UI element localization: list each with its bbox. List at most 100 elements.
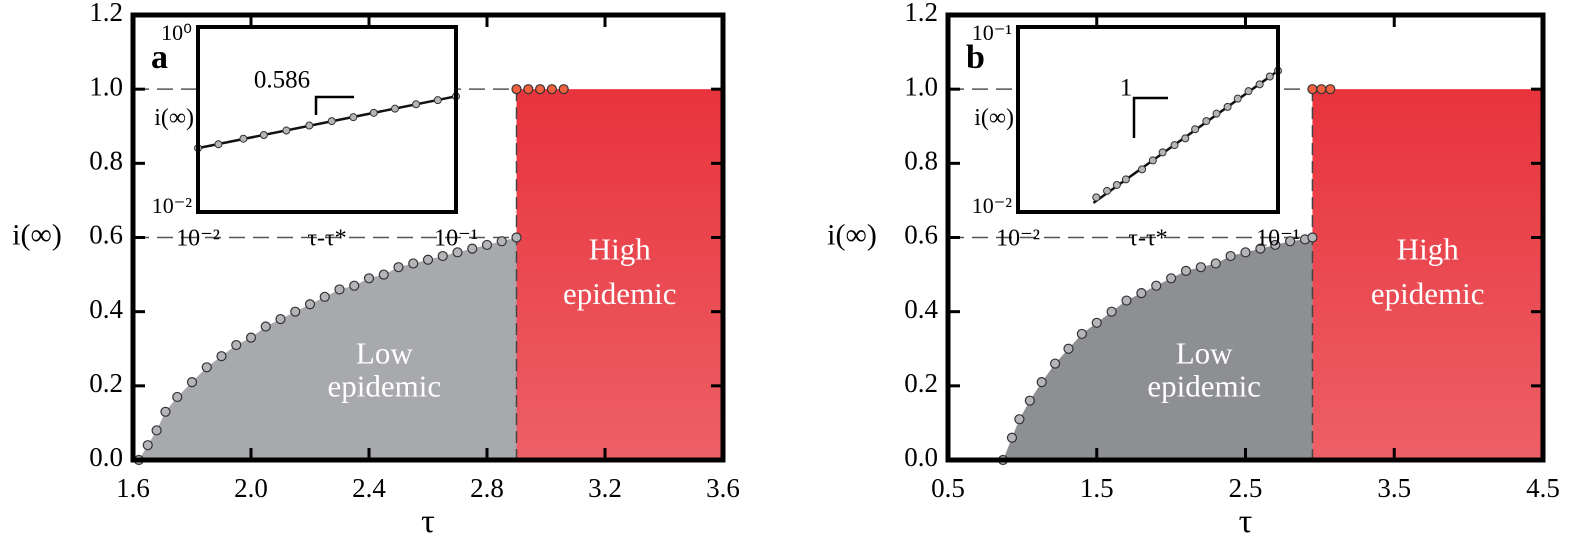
y-tick-label: 0.4 (89, 294, 123, 324)
slope-label: 1 (1120, 75, 1133, 102)
panel-label: b (966, 39, 985, 76)
y-tick-label: 1.2 (89, 0, 123, 27)
panel-label: a (151, 39, 168, 76)
region-label: epidemic (563, 276, 677, 311)
inset-x-tick-label: 10⁻¹ (434, 226, 478, 252)
x-axis-label: τ (1239, 503, 1253, 540)
data-point (558, 84, 569, 95)
inset-y-tick-label: 10⁻¹ (972, 20, 1012, 45)
data-point (201, 362, 212, 373)
data-point (511, 232, 522, 243)
region-label: epidemic (1147, 369, 1261, 404)
low-region (138, 237, 517, 460)
data-point (1210, 258, 1221, 269)
y-tick-label: 0.6 (904, 220, 938, 250)
y-tick-label: 0.6 (89, 220, 123, 250)
data-point (172, 391, 183, 403)
inset: 0.586 10⁻² 10⁻¹ 10⁻² 10⁰ τ-τ* i(∞) (152, 20, 478, 251)
data-point (260, 321, 271, 332)
x-tick-label: 1.5 (1080, 473, 1114, 503)
inset-background (198, 27, 456, 212)
inset-y-tick-label: 10⁻² (972, 193, 1013, 218)
x-axis-label: τ (421, 503, 435, 540)
inset-point (390, 104, 399, 113)
data-point (334, 284, 345, 295)
data-point (1024, 395, 1035, 406)
y-tick-label: 0.4 (904, 294, 938, 324)
y-tick-label: 0.0 (89, 442, 123, 472)
inset-point (1112, 180, 1121, 189)
inset-point (214, 140, 223, 149)
x-tick-label: 3.2 (588, 473, 622, 503)
x-tick-label: 3.5 (1377, 473, 1411, 503)
y-tick-label: 1.0 (89, 71, 123, 101)
data-point (160, 406, 171, 417)
y-tick-label: 0.2 (89, 368, 123, 398)
data-point (1136, 288, 1147, 299)
inset-point (1212, 109, 1221, 118)
data-point (1325, 84, 1336, 95)
inset-frame (196, 25, 458, 214)
inset-point (369, 108, 378, 117)
inset-x-tick-label: 10⁻² (176, 226, 220, 252)
inset-point (1265, 72, 1274, 81)
inset-point (412, 100, 421, 109)
region-label: High (1397, 231, 1460, 266)
inset: 1 10⁻² 10⁻¹ 10⁻² 10⁻¹ τ-τ* i(∞) (972, 20, 1300, 251)
inset-x-tick-label: 10⁻² (996, 226, 1040, 252)
data-point (408, 258, 419, 269)
data-point (1091, 317, 1102, 328)
inset-background (1018, 27, 1278, 212)
data-point (496, 236, 507, 247)
high-region (516, 89, 723, 461)
high-region (1312, 89, 1543, 461)
inset-point (349, 113, 358, 122)
data-point (1049, 358, 1061, 369)
inset-point (327, 117, 336, 126)
region-label: epidemic (328, 369, 442, 404)
data-point (1121, 295, 1132, 306)
region-label: Low (356, 335, 413, 370)
x-tick-label: 2.8 (470, 473, 504, 503)
data-point (319, 291, 330, 302)
slope-marker (1132, 96, 1168, 138)
inset-point (1191, 125, 1200, 134)
data-point (1307, 232, 1318, 243)
inset-point (433, 96, 442, 105)
data-point (151, 425, 162, 436)
low-region (1003, 237, 1313, 460)
data-point (511, 84, 522, 95)
y-tick-label: 1.2 (904, 0, 938, 27)
data-point (186, 377, 198, 388)
data-point (1076, 328, 1087, 340)
inset-frame (1016, 25, 1280, 214)
x-tick-label: 0.5 (931, 473, 965, 503)
inset-point (1233, 94, 1242, 103)
inset-point (1181, 134, 1190, 143)
x-tick-label: 1.6 (116, 473, 150, 503)
panel: LowepidemicHighepidemic0.00.20.40.60.81.… (827, 0, 1560, 540)
inset-point (1202, 117, 1211, 126)
inset-point (1103, 186, 1112, 195)
data-point (1285, 236, 1296, 247)
inset-x-label: τ-τ* (307, 226, 346, 252)
data-point (467, 243, 478, 254)
data-point (304, 299, 316, 310)
data-point (1006, 432, 1018, 443)
x-tick-label: 3.6 (706, 473, 740, 503)
y-axis-label: i(∞) (827, 218, 877, 251)
data-point (1036, 377, 1047, 388)
data-point (452, 247, 463, 258)
data-point (481, 239, 493, 251)
data-point (523, 84, 534, 95)
inset-point (1092, 193, 1101, 202)
y-tick-label: 0.0 (904, 442, 938, 472)
data-point (363, 273, 375, 284)
data-point (1307, 84, 1318, 95)
data-point (378, 269, 389, 280)
x-tick-label: 2.0 (234, 473, 268, 503)
x-tick-label: 2.4 (352, 473, 386, 503)
region-label: Low (1176, 335, 1233, 370)
